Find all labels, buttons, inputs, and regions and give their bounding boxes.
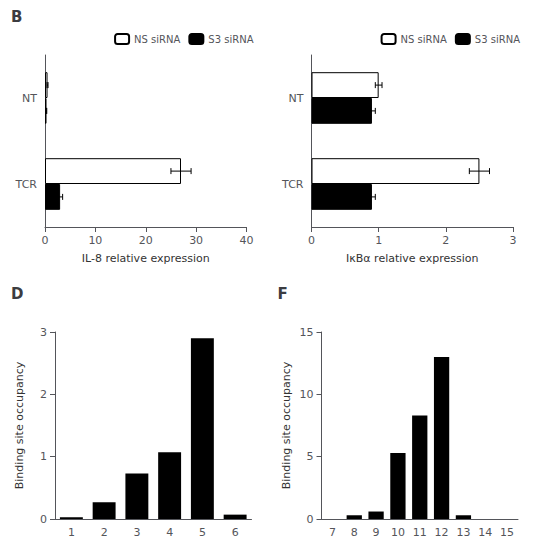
svg-text:20: 20 — [139, 234, 153, 247]
svg-text:0: 0 — [40, 513, 47, 526]
svg-text:NS siRNA: NS siRNA — [401, 34, 447, 45]
svg-text:15: 15 — [500, 526, 514, 539]
svg-text:13: 13 — [456, 526, 470, 539]
svg-text:NS siRNA: NS siRNA — [134, 34, 180, 45]
svg-text:0: 0 — [307, 513, 314, 526]
svg-text:Binding site occupancy: Binding site occupancy — [280, 361, 293, 489]
svg-text:TCR: TCR — [281, 178, 304, 191]
svg-text:10: 10 — [391, 526, 405, 539]
svg-text:2: 2 — [442, 234, 449, 247]
svg-text:S3 siRNA: S3 siRNA — [475, 34, 520, 45]
svg-text:40: 40 — [240, 234, 254, 247]
svg-text:1: 1 — [375, 234, 382, 247]
svg-text:15: 15 — [300, 326, 314, 339]
svg-text:0: 0 — [42, 234, 49, 247]
svg-text:1: 1 — [40, 450, 47, 463]
svg-text:F: F — [278, 285, 288, 303]
svg-text:B: B — [11, 8, 22, 26]
svg-text:8: 8 — [351, 526, 358, 539]
svg-text:3: 3 — [133, 526, 140, 539]
svg-text:10: 10 — [88, 234, 102, 247]
svg-text:3: 3 — [40, 326, 47, 339]
svg-text:9: 9 — [373, 526, 380, 539]
svg-text:0: 0 — [308, 234, 315, 247]
svg-text:10: 10 — [300, 388, 314, 401]
svg-text:S3 siRNA: S3 siRNA — [208, 34, 253, 45]
svg-text:2: 2 — [101, 526, 108, 539]
svg-text:D: D — [11, 285, 23, 303]
svg-text:Binding site occupancy: Binding site occupancy — [13, 361, 26, 489]
svg-text:NT: NT — [289, 92, 304, 105]
svg-text:4: 4 — [166, 526, 173, 539]
svg-text:5: 5 — [199, 526, 206, 539]
svg-text:3: 3 — [510, 234, 517, 247]
svg-text:IκBα relative expression: IκBα relative expression — [346, 252, 478, 265]
svg-text:1: 1 — [68, 526, 75, 539]
svg-text:11: 11 — [413, 526, 427, 539]
svg-text:14: 14 — [478, 526, 492, 539]
svg-text:IL-8 relative expression: IL-8 relative expression — [82, 252, 210, 265]
svg-text:6: 6 — [232, 526, 239, 539]
svg-text:7: 7 — [329, 526, 336, 539]
svg-text:30: 30 — [189, 234, 203, 247]
svg-text:5: 5 — [307, 450, 314, 463]
svg-text:2: 2 — [40, 388, 47, 401]
svg-text:NT: NT — [22, 92, 37, 105]
svg-text:TCR: TCR — [15, 178, 38, 191]
svg-text:12: 12 — [435, 526, 449, 539]
